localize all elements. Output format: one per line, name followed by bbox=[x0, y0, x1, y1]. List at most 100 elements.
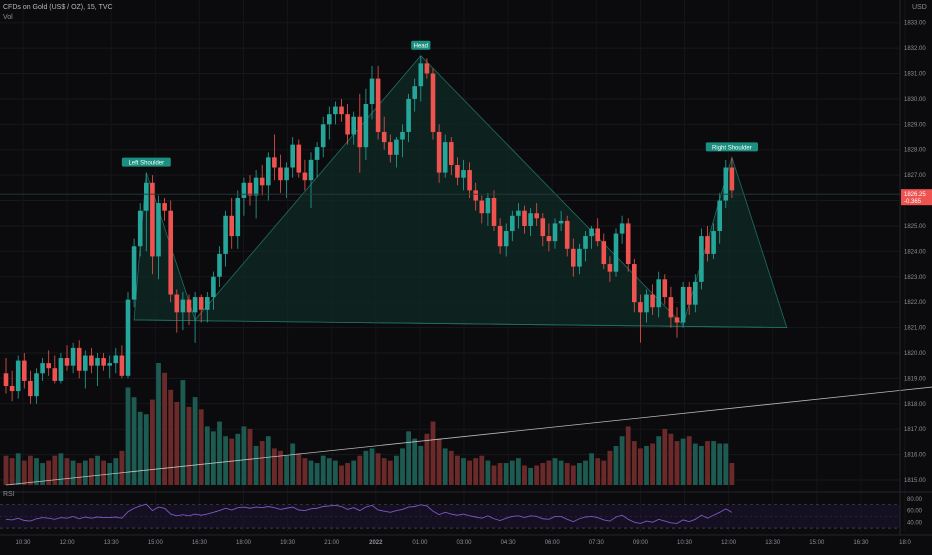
x-tick-label: 03:00 bbox=[456, 540, 472, 546]
volume-bar bbox=[320, 455, 326, 485]
candle-body bbox=[131, 246, 137, 300]
candle-body bbox=[534, 213, 539, 219]
volume-bar bbox=[680, 438, 686, 485]
volume-bar bbox=[192, 397, 198, 485]
volume-bar bbox=[241, 426, 247, 485]
candle-body bbox=[198, 297, 204, 310]
volume-bar bbox=[400, 448, 405, 485]
y-tick-label: 1822.00 bbox=[904, 300, 926, 306]
x-tick-label: 12:00 bbox=[721, 540, 737, 546]
x-tick-label: 15:00 bbox=[148, 540, 164, 546]
candle-body bbox=[15, 360, 21, 392]
trendline bbox=[5, 386, 932, 486]
candle-body bbox=[339, 106, 344, 115]
candle-body bbox=[589, 228, 594, 237]
y-tick-label: 1830.00 bbox=[904, 97, 926, 103]
volume-bar bbox=[375, 453, 381, 485]
rsi-label[interactable]: RSI bbox=[3, 491, 15, 498]
volume-bar bbox=[339, 465, 344, 485]
volume-bar bbox=[381, 458, 387, 485]
y-tick-label: 1823.00 bbox=[904, 275, 926, 281]
candle-body bbox=[485, 198, 491, 214]
candle-body bbox=[333, 106, 338, 115]
candle-body bbox=[497, 225, 503, 247]
volume-bar bbox=[558, 460, 564, 485]
candle-body bbox=[46, 363, 51, 369]
candle-body bbox=[259, 177, 265, 186]
y-tick-label: 1825.00 bbox=[904, 224, 926, 230]
candle-body bbox=[564, 220, 570, 249]
candle-body bbox=[76, 347, 82, 371]
volume-bar bbox=[570, 465, 576, 485]
y-tick-label: 1819.00 bbox=[904, 376, 926, 382]
candle-body bbox=[64, 358, 70, 366]
volume-bar bbox=[363, 450, 369, 485]
candle-body bbox=[58, 358, 64, 381]
candle-body bbox=[52, 368, 58, 381]
volume-bar bbox=[406, 431, 411, 485]
candle-body bbox=[516, 210, 521, 216]
candle-body bbox=[327, 114, 332, 125]
volume-bar bbox=[686, 436, 692, 485]
volume-bar bbox=[442, 448, 448, 485]
candle-body bbox=[473, 190, 478, 201]
candle-body bbox=[680, 286, 686, 323]
volume-bar bbox=[595, 458, 601, 485]
x-tick-label: 06:00 bbox=[545, 540, 561, 546]
volume-bar bbox=[89, 458, 94, 485]
candle-body bbox=[656, 279, 661, 308]
volume-bar bbox=[34, 458, 39, 485]
candle-body bbox=[162, 203, 167, 211]
x-tick-label: 18:00 bbox=[236, 540, 252, 546]
volume-bar bbox=[259, 441, 265, 485]
volume-bar bbox=[394, 455, 399, 485]
volume-bar bbox=[540, 463, 546, 485]
volume-bar bbox=[345, 463, 350, 485]
candle-body bbox=[449, 142, 454, 165]
y-tick-label: 1816.00 bbox=[904, 453, 926, 459]
x-tick-label: 19:30 bbox=[280, 540, 296, 546]
volume-bar bbox=[430, 421, 436, 485]
volume-bar bbox=[28, 455, 33, 485]
x-tick-label: 10:30 bbox=[15, 540, 31, 546]
candle-body bbox=[363, 104, 369, 148]
volume-bar bbox=[204, 426, 210, 485]
x-tick-label: 13:30 bbox=[104, 540, 120, 546]
candle-body bbox=[693, 281, 698, 305]
candle-body bbox=[223, 215, 228, 254]
volume-bar bbox=[436, 438, 442, 485]
x-tick-label: 12:00 bbox=[60, 540, 76, 546]
x-tick-label: 01:00 bbox=[412, 540, 428, 546]
volume-bar bbox=[577, 463, 582, 485]
x-tick-label: 18:0 bbox=[899, 540, 911, 546]
y-tick-label: 1829.00 bbox=[904, 122, 926, 128]
candle-body bbox=[455, 164, 460, 178]
candle-body bbox=[381, 131, 387, 143]
volume-bar bbox=[272, 448, 277, 485]
volume-bar bbox=[174, 402, 180, 485]
y-tick-label: 1832.00 bbox=[904, 46, 926, 52]
candle-body bbox=[479, 200, 485, 214]
candle-body bbox=[436, 131, 442, 173]
candle-body bbox=[406, 98, 411, 132]
volume-legend[interactable]: Vol bbox=[3, 14, 13, 21]
x-tick-label: 16:30 bbox=[853, 540, 869, 546]
volume-bar bbox=[467, 460, 472, 485]
candle-body bbox=[668, 297, 674, 318]
volume-bar bbox=[723, 443, 729, 485]
volume-bar bbox=[717, 443, 723, 485]
x-tick-label: 10:30 bbox=[677, 540, 693, 546]
candle-body bbox=[22, 360, 27, 381]
candle-body bbox=[241, 182, 247, 198]
candle-body bbox=[28, 380, 33, 397]
y-tick-label: 1827.00 bbox=[904, 173, 926, 179]
volume-bar bbox=[448, 450, 454, 485]
candle-body bbox=[150, 182, 155, 257]
neckline bbox=[134, 319, 787, 328]
candle-body bbox=[101, 358, 106, 366]
candle-body bbox=[266, 157, 271, 186]
x-tick-label: 09:00 bbox=[633, 540, 649, 546]
symbol-title[interactable]: CFDs on Gold (US$ / OZ), 15, TVC bbox=[3, 4, 113, 11]
